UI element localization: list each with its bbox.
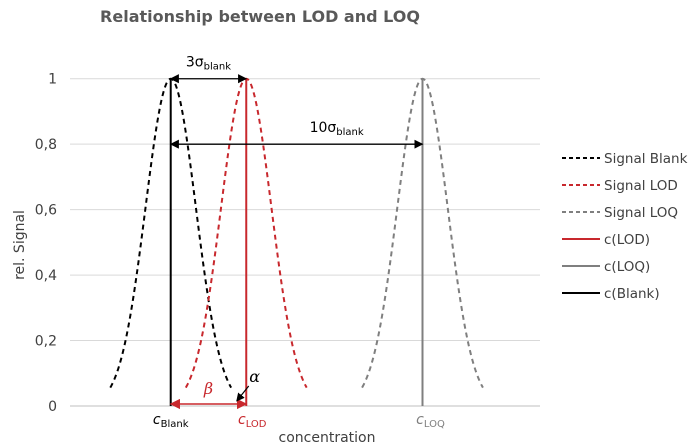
gridlines	[70, 78, 540, 407]
alpha-label: α	[249, 367, 260, 386]
x-axis-label: concentration	[279, 430, 376, 446]
ten-sigma-label: 10σblank	[310, 120, 364, 138]
y-tick-label: 0,6	[35, 203, 57, 219]
beta-label: β	[203, 379, 213, 398]
legend-label: c(LOQ)	[604, 259, 650, 275]
y-tick-label: 0,4	[35, 268, 57, 284]
legend-label: c(LOD)	[604, 232, 650, 248]
annotations-layer: 3σblank 10σblank β α cBlank cLOD cLOQ	[153, 55, 445, 430]
y-tick-label: 0	[48, 399, 57, 415]
legend-label: Signal LOQ	[604, 205, 678, 221]
alpha-arrow	[236, 385, 250, 402]
c-blank-label: cBlank	[153, 412, 189, 430]
y-tick-label: 0,8	[35, 137, 57, 153]
legend: Signal Blank Signal LOD Signal LOQ c(LOD) c(…	[562, 151, 688, 302]
y-tick-labels: 0 0,2 0,4 0,6 0,8 1	[35, 72, 57, 415]
legend-label: Signal LOD	[604, 178, 678, 194]
c-loq-label: cLOQ	[416, 412, 445, 430]
chart-title: Relationship between LOD and LOQ	[100, 7, 420, 26]
y-tick-label: 1	[48, 72, 57, 88]
three-sigma-label: 3σblank	[186, 55, 231, 73]
legend-label: Signal Blank	[604, 151, 688, 167]
y-axis-label: rel. Signal	[12, 210, 28, 280]
c-lod-label: cLOD	[238, 412, 267, 430]
legend-label: c(Blank)	[604, 286, 660, 302]
series-layer	[109, 77, 484, 406]
y-tick-label: 0,2	[35, 334, 57, 350]
